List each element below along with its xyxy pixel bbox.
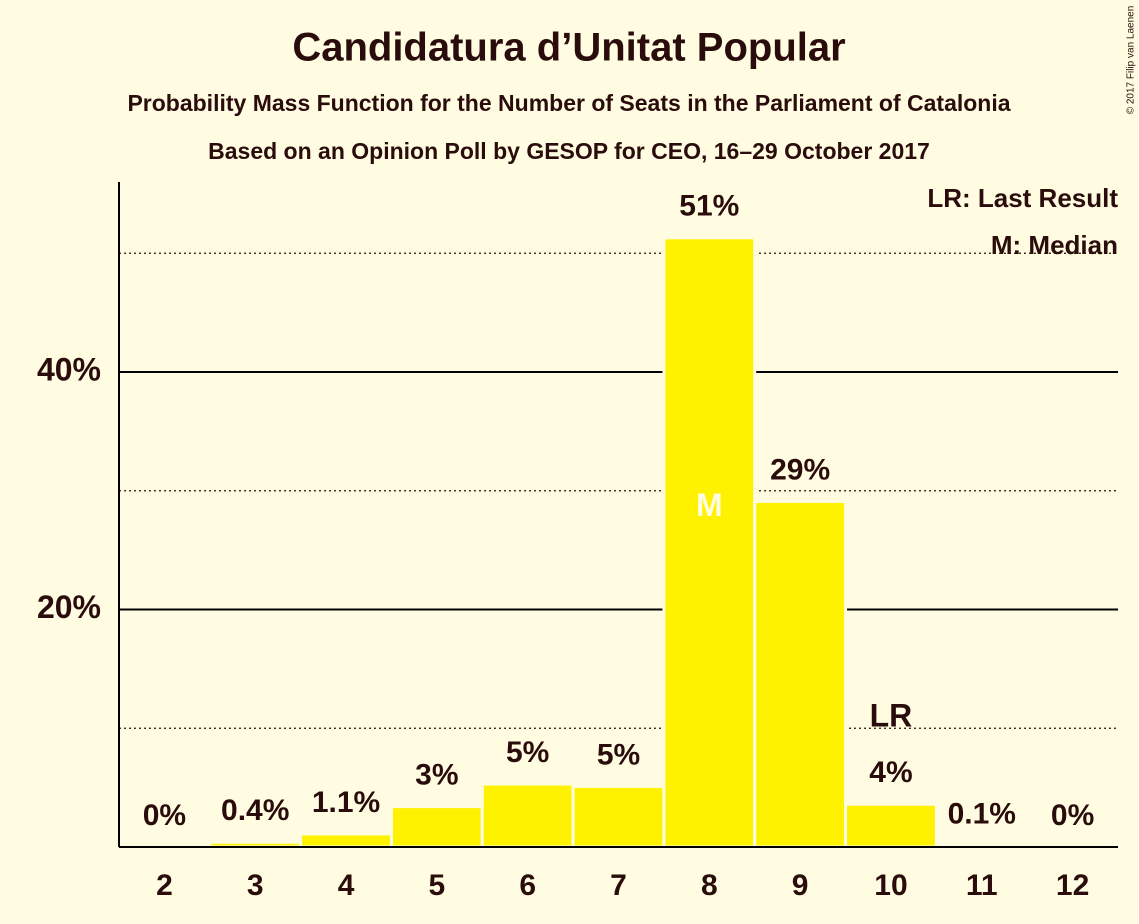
- value-label: 5%: [597, 738, 640, 771]
- annotation: M: [696, 487, 723, 523]
- bar: [662, 236, 757, 849]
- x-tick-label: 10: [874, 869, 907, 902]
- bar: [571, 784, 666, 849]
- value-label: 3%: [415, 759, 458, 792]
- x-tick-label: 12: [1056, 869, 1089, 902]
- x-tick-label: 8: [701, 869, 718, 902]
- bar: [753, 499, 848, 849]
- y-tick-label: 20%: [37, 589, 101, 625]
- x-tick-label: 3: [247, 869, 264, 902]
- x-tick-label: 6: [519, 869, 536, 902]
- bar: [389, 805, 484, 849]
- chart-title: Candidatura d’Unitat Popular: [292, 26, 845, 70]
- annotation: LR: [870, 698, 913, 734]
- x-tick-label: 5: [429, 869, 446, 902]
- x-tick-label: 4: [338, 869, 355, 902]
- bar: [844, 802, 938, 849]
- x-tick-label: 7: [610, 869, 627, 902]
- chart-subtitle: Probability Mass Function for the Number…: [127, 90, 1010, 116]
- bar: [299, 832, 393, 849]
- value-label: 0%: [143, 799, 186, 832]
- legend-entry: M: Median: [991, 230, 1118, 260]
- bar: [480, 782, 575, 849]
- value-label: 5%: [506, 736, 549, 769]
- legend-entry: LR: Last Result: [927, 183, 1118, 213]
- value-label: 0.1%: [948, 798, 1016, 831]
- value-label: 1.1%: [312, 786, 380, 819]
- value-label: 4%: [869, 756, 912, 789]
- value-label: 51%: [679, 190, 739, 223]
- x-tick-label: 2: [156, 869, 173, 902]
- value-label: 29%: [770, 453, 830, 486]
- x-tick-label: 11: [966, 869, 998, 902]
- x-tick-label: 9: [792, 869, 809, 902]
- value-label: 0%: [1051, 799, 1094, 832]
- value-label: 0.4%: [221, 794, 289, 827]
- copyright: © 2017 Filip van Laenen: [1126, 6, 1137, 115]
- y-tick-label: 40%: [37, 351, 101, 387]
- chart-subtitle: Based on an Opinion Poll by GESOP for CE…: [208, 138, 930, 164]
